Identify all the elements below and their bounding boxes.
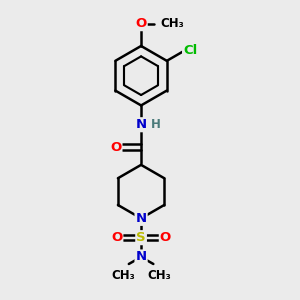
- Text: O: O: [160, 231, 171, 244]
- Text: N: N: [136, 118, 147, 131]
- Text: O: O: [111, 231, 122, 244]
- Text: N: N: [136, 212, 147, 225]
- Text: CH₃: CH₃: [111, 269, 135, 282]
- Text: S: S: [136, 231, 146, 244]
- Text: H: H: [151, 118, 160, 131]
- Text: O: O: [136, 17, 147, 30]
- Text: O: O: [110, 140, 122, 154]
- Text: Cl: Cl: [183, 44, 197, 57]
- Text: CH₃: CH₃: [147, 269, 171, 282]
- Text: CH₃: CH₃: [160, 17, 184, 30]
- Text: N: N: [136, 250, 147, 263]
